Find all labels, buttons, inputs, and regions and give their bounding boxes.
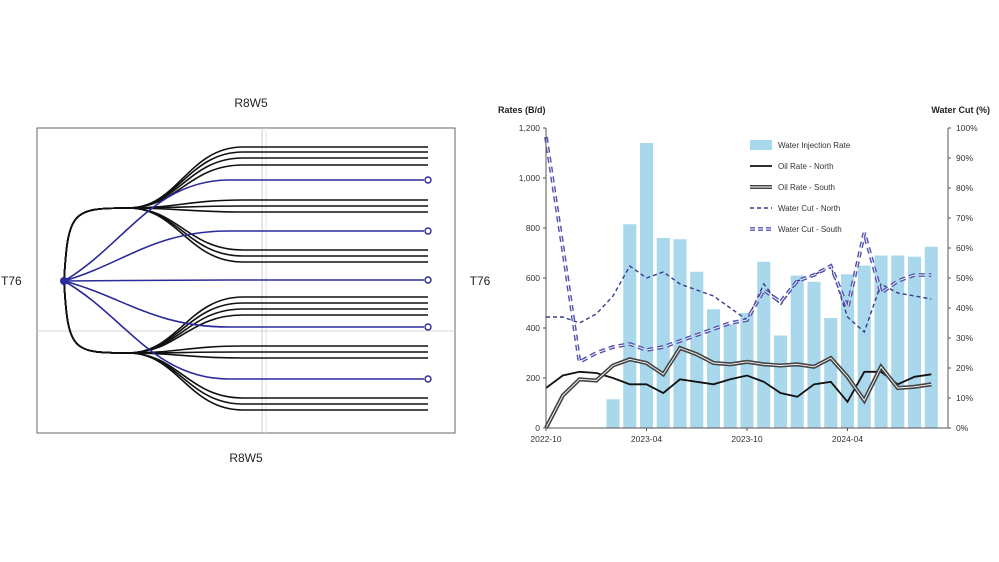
injector-toe-icon [424,375,432,383]
map-left-label: T76 [1,274,22,288]
y-right-axis-title: Water Cut (%) [931,105,990,115]
injector-well-1 [63,179,424,282]
injector-toe-icon [424,176,432,184]
injection-bar-2024-01 [790,275,804,428]
injection-bar-2024-09 [924,246,938,428]
y-right-tick-label: 30% [956,333,973,343]
y-right-tick-label: 0% [956,423,969,433]
y-left-tick-label: 1,000 [519,173,541,183]
wellpad-icon [60,277,68,285]
map-right-label: T76 [470,274,491,288]
injector-toe-icon [424,227,432,235]
y-left-tick-label: 800 [526,223,540,233]
injection-bar-2023-12 [773,335,788,428]
y-left-axis-title: Rates (B/d) [498,105,546,115]
x-tick-label: 2024-04 [832,434,863,444]
y-right-tick-label: 10% [956,393,973,403]
y-right-tick-label: 100% [956,123,978,133]
injection-bar-2023-05 [656,238,670,428]
legend-label: Water Cut - North [778,204,840,213]
x-tick-label: 2023-10 [731,434,762,444]
chart-axes: 0 200 400 600 800 1,000 1,200 0% 10% 20% 30% 40% 50%… [519,123,978,444]
injector-toe-icon [424,276,432,284]
injector-well-5 [63,280,424,380]
water-cut-south-line-inner [545,136,932,363]
y-right-tick-label: 50% [956,273,973,283]
injection-bar-2023-03 [623,224,637,428]
injector-well-3 [63,279,424,282]
injector-toe-icon [424,323,432,331]
injection-bar-2024-02 [807,281,821,428]
oil-rate-south-line-inner [545,347,932,429]
x-tick-label: 2023-04 [631,434,662,444]
injection-bar-2023-04 [639,143,654,428]
chart-legend: Water Injection Rate Oil Rate - North Oil … [750,140,851,234]
y-right-tick-label: 70% [956,213,973,223]
injection-bar-2023-08 [706,309,721,428]
legend-label: Water Injection Rate [778,141,851,150]
legend-label: Oil Rate - South [778,183,835,192]
legend-swatch-bar [750,140,772,150]
producer-well-20 [63,280,428,411]
injection-bar-2023-10 [740,313,754,428]
line-series [544,136,932,429]
injection-bar-2024-04 [840,274,855,428]
injection-bar-2023-09 [723,324,737,428]
injection-bar-2023-02 [606,399,620,428]
y-right-tick-label: 60% [956,243,973,253]
water-cut-south-line-outer [544,136,932,365]
legend-label: Oil Rate - North [778,162,834,171]
injection-bar-2024-08 [907,256,922,428]
injector-wells [63,176,432,383]
injector-well-4 [63,280,424,328]
production-chart: Rates (B/d) Water Cut (%) 0 200 400 600 800 1… [498,105,990,444]
x-tick-label: 2022-10 [530,434,561,444]
producer-well-10 [63,207,428,282]
map-bottom-label: R8W5 [229,451,263,465]
y-left-tick-label: 0 [535,423,540,433]
y-left-tick-label: 200 [526,373,540,383]
injection-bar-2024-06 [874,255,888,428]
injection-bar-2023-11 [757,261,771,428]
injector-well-2 [63,230,424,282]
injection-bar-2023-07 [690,271,704,428]
injection-bar-2023-06 [673,239,687,428]
y-right-tick-label: 80% [956,183,973,193]
producer-wells [63,146,428,411]
y-left-tick-label: 400 [526,323,540,333]
oil-rate-south-line-outer [544,345,932,429]
oil-rate-north-line [545,370,932,404]
injection-bar-2024-03 [824,318,838,428]
injection-bar-2024-05 [857,265,871,428]
bar-series [606,143,938,428]
y-left-tick-label: 1,200 [519,123,541,133]
y-right-tick-label: 20% [956,363,973,373]
y-right-tick-label: 40% [956,303,973,313]
legend-label: Water Cut - South [778,225,842,234]
y-left-tick-label: 600 [526,273,540,283]
map-top-label: R8W5 [234,96,268,110]
water-cut-north-line [546,264,932,334]
y-right-tick-label: 90% [956,153,973,163]
well-layout-map: R8W5 R8W5 T76 T76 [1,96,491,465]
